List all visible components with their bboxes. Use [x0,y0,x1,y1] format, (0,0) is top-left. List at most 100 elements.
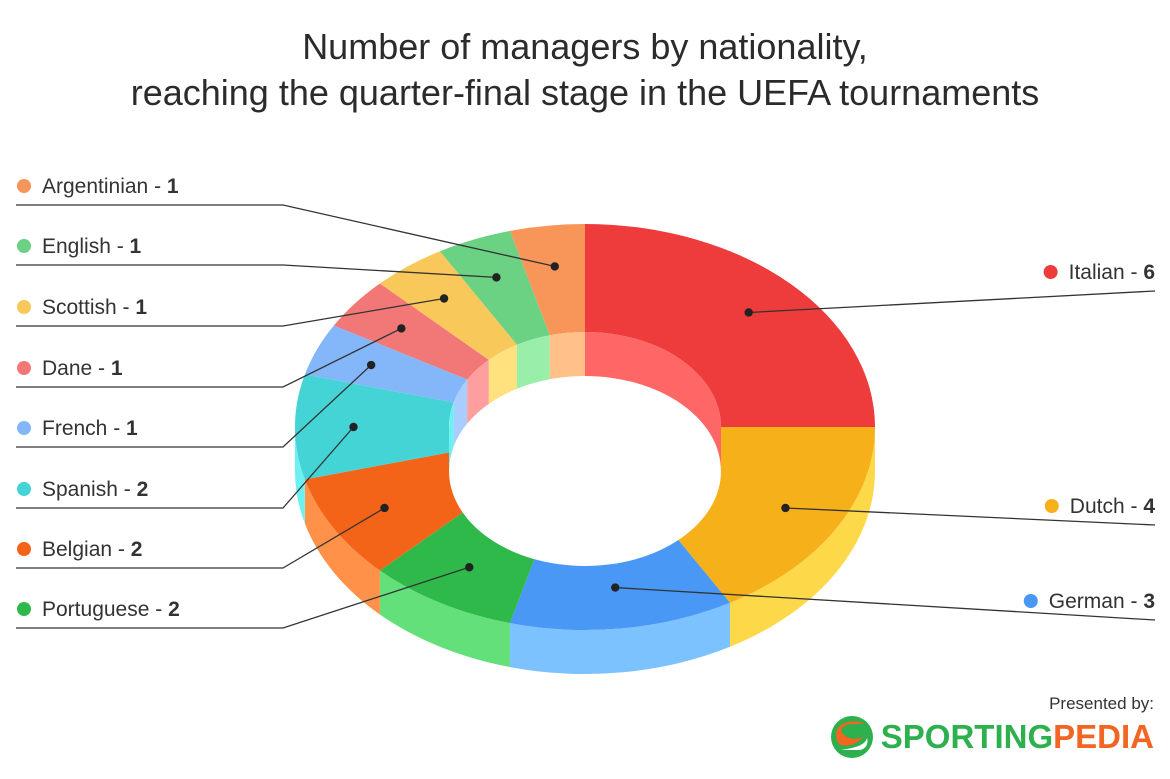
legend-value-argentinian: 1 [167,175,179,198]
side-wall-german [509,602,730,674]
leader-line-portuguese [16,566,470,629]
legend-marker-dane [17,361,31,375]
legend-label-dutch: Dutch - 4 [1070,495,1156,518]
leader-line-italian [748,290,1156,314]
slice-english [440,230,550,345]
legend-marker-italian [1043,265,1058,279]
legend-name-belgian: Belgian - [42,538,131,561]
brand-name-part-2: PEDIA [1053,718,1154,755]
legend-label-scottish: Scottish - 1 [42,296,147,319]
donut-hole [449,376,721,566]
legend-name-portuguese: Portuguese - [42,598,168,621]
side-wall-dutch [730,427,875,647]
inner-wall-scottish [488,344,517,404]
leader-line-german [615,586,1156,621]
leader-dot-french [366,360,376,370]
legend-label-german: German - 3 [1049,590,1155,613]
leader-dot-scottish [439,294,449,303]
slice-spanish [295,374,454,480]
legend-value-french: 1 [126,417,138,440]
donut-side-walls [295,427,875,674]
legend-label-english: English - 1 [42,235,142,258]
slice-italian [585,224,875,427]
inner-wall-english [517,335,550,389]
legend-label-belgian: Belgian - 2 [42,538,142,561]
leader-dot-dane [397,324,406,333]
leader-dot-italian [744,308,753,317]
legend-value-portuguese: 2 [168,598,180,621]
leader-dot-dutch [781,503,790,513]
brand-logo: SPORTINGPEDIA [829,714,1154,760]
donut-inner-walls [449,332,721,566]
side-wall-spanish [295,427,305,524]
slice-dane [333,283,489,380]
legend-name-italian: Italian - [1069,261,1144,284]
legend-name-argentinian: Argentinian - [42,175,167,198]
legend-label-italian: Italian - 6 [1069,261,1155,284]
chart-title-line-2: reaching the quarter-final stage in the … [130,72,1040,113]
brand-name-part-1: SPORTING [880,718,1054,755]
leader-line-dane [16,327,402,388]
inner-wall-italian [585,332,721,471]
sportingpedia-logo-icon [830,716,873,758]
slice-scottish [379,251,517,360]
legend-marker-scottish [17,300,31,314]
inner-wall-french [453,379,468,447]
side-wall-portuguese [379,570,510,668]
legend-marker-argentinian [17,179,31,193]
legend-name-spanish: Spanish - [42,478,137,501]
chart-title: Number of managers by nationality, reach… [0,24,1170,116]
legend-marker-german [1023,594,1038,608]
inner-wall-dane [467,359,489,424]
slice-belgian [304,451,489,571]
leader-dot-german [611,583,620,592]
legend-value-italian: 6 [1143,261,1155,284]
leader-line-belgian [16,507,385,569]
legend-name-scottish: Scottish - [42,296,135,319]
legend-marker-portuguese [17,602,31,616]
leader-line-french [16,364,372,448]
inner-wall-argentinian [549,332,585,380]
legend-value-belgian: 2 [131,538,143,561]
legend-name-german: German - [1049,590,1144,613]
legend-marker-french [17,421,31,435]
leader-dot-belgian [380,503,389,513]
legend-value-dane: 1 [111,357,123,380]
legend-name-dutch: Dutch - [1070,495,1144,518]
leader-line-dutch [785,507,1156,526]
legend-value-english: 1 [130,235,142,258]
leader-line-argentinian [16,204,555,268]
legend-marker-english [17,239,31,253]
leader-line-spanish [16,426,355,509]
legend-marker-belgian [17,542,31,556]
leader-dot-english [492,273,501,282]
legend: Italian - 6 Dutch - 4 German - 3 Portuguese… [16,175,1156,629]
legend-label-portuguese: Portuguese - 2 [42,598,180,621]
side-wall-belgian [304,479,380,615]
legend-value-german: 3 [1143,590,1155,613]
presented-by-label: Presented by: [1049,694,1154,713]
leader-line-english [16,264,497,279]
legend-value-scottish: 1 [135,296,147,319]
legend-value-spanish: 2 [137,478,149,501]
legend-marker-dutch [1044,499,1059,513]
chart-title-line-1: Number of managers by nationality, [302,26,868,67]
leader-line-scottish [16,297,445,327]
legend-name-dane: Dane - [42,357,111,380]
legend-marker-spanish [17,482,31,496]
leader-dot-portuguese [465,563,474,572]
inner-wall-spanish [449,402,454,471]
brand-name: SPORTINGPEDIA [881,718,1154,756]
legend-label-dane: Dane - 1 [42,357,123,380]
legend-value-dutch: 4 [1143,495,1155,518]
slice-french [304,325,468,403]
slice-argentinian [509,224,585,336]
leader-dot-argentinian [550,262,559,271]
legend-label-argentinian: Argentinian - 1 [42,175,179,198]
legend-label-spanish: Spanish - 2 [42,478,148,501]
legend-name-english: English - [42,235,130,258]
leader-dot-spanish [349,422,358,432]
legend-name-french: French - [42,417,126,440]
legend-label-french: French - 1 [42,417,138,440]
